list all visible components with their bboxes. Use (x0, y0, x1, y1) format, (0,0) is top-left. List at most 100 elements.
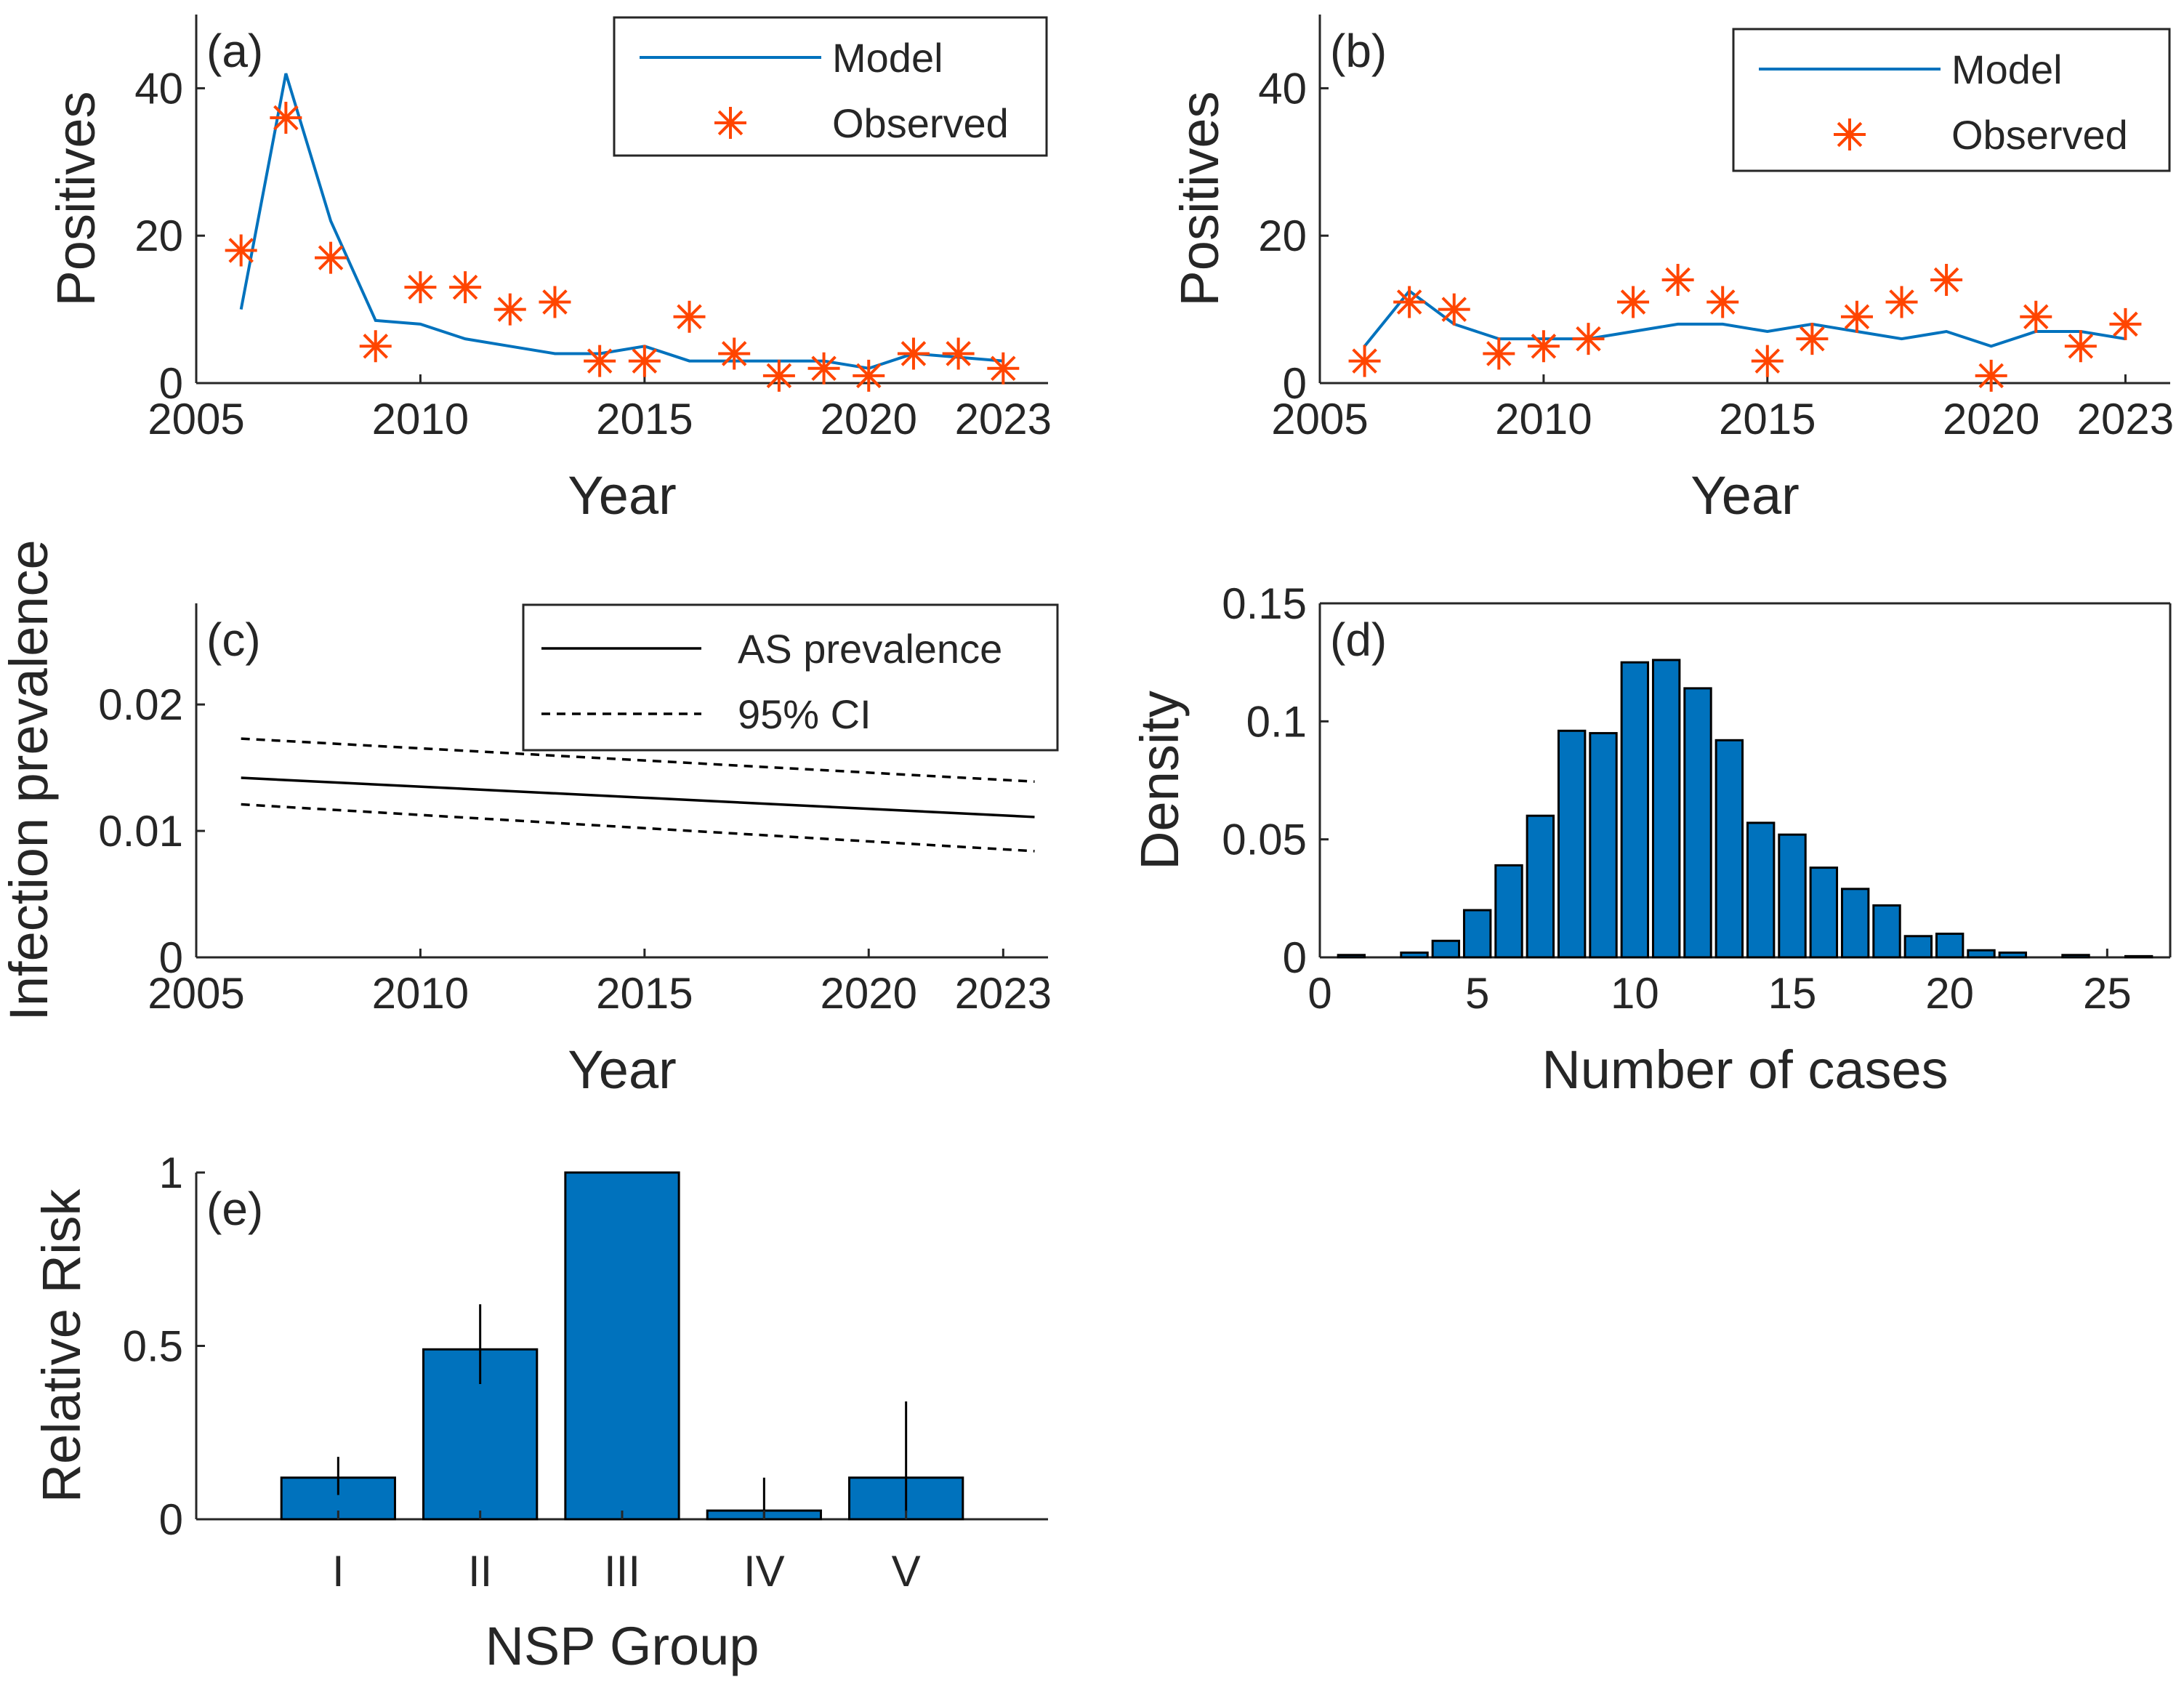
x-tick-label: 2010 (372, 395, 469, 443)
x-tick-label: 2020 (821, 969, 917, 1018)
observed-point-stroke (900, 341, 927, 366)
observed-point (762, 359, 795, 392)
observed-point (1840, 300, 1873, 333)
panel-a: 2005 2010 2015 2020 2023 0 20 40 Year Positives (a… (46, 15, 1052, 526)
observed-point-stroke (717, 110, 744, 136)
x-tick-label: 2005 (148, 395, 244, 443)
histogram-bar (1840, 888, 1870, 959)
histogram-bar (1935, 933, 1965, 959)
observed-point-stroke (1531, 334, 1557, 359)
observed-point (1348, 345, 1381, 377)
x-tick-label: II (468, 1547, 492, 1596)
histogram-bar (1778, 833, 1807, 959)
observed-point (1930, 264, 1963, 297)
histogram-bar (1998, 952, 2028, 959)
observed-point (404, 271, 437, 304)
observed-point-stroke (1889, 289, 1914, 315)
panel-d: 0 5 10 15 20 25 0 0.05 0.1 0.15 Number of cases Den… (1129, 579, 2172, 1100)
observed-point-stroke (1352, 348, 1377, 374)
histogram-bar (1526, 814, 1555, 959)
observed-point (1617, 286, 1650, 318)
observed-point-stroke (1978, 363, 2004, 389)
legend-model-label: Model (832, 35, 943, 81)
observed-point-stroke (542, 289, 568, 315)
observed-point (1527, 330, 1560, 363)
x-axis-label: Number of cases (1542, 1039, 1948, 1100)
observed-point-stroke (766, 363, 792, 389)
y-tick-label: 0.01 (98, 807, 183, 856)
observed-point (807, 352, 840, 385)
observed-point (718, 337, 751, 370)
histogram-bar (1494, 864, 1523, 959)
x-tick-label: 2010 (372, 969, 469, 1018)
observed-point-stroke (1486, 341, 1512, 366)
observed-point-stroke (2023, 304, 2049, 329)
y-tick-label: 0 (159, 933, 183, 982)
legend-model-label: Model (1951, 47, 2063, 92)
x-axis-label: NSP Group (485, 1616, 759, 1676)
observed-point-stroke (363, 334, 388, 359)
histogram-bar (1683, 687, 1712, 959)
observed-point-stroke (946, 341, 971, 366)
y-tick-label: 0.15 (1222, 579, 1307, 628)
panel-label: (b) (1330, 25, 1387, 77)
histogram-bar (1651, 659, 1681, 959)
histogram-bar (1809, 866, 1839, 959)
observed-point (584, 345, 616, 377)
observed-point (714, 107, 746, 139)
panel-label: (e) (206, 1183, 263, 1235)
observed-point-stroke (1837, 121, 1863, 148)
x-tick-label: 2020 (1943, 395, 2039, 443)
panel-b: 2005 2010 2015 2020 2023 0 20 40 Year Positives (b… (1169, 15, 2174, 526)
panel-c: 2005 2010 2015 2020 2023 0 0.01 0.02 Year Infecti… (0, 539, 1059, 1100)
histogram-bar (1714, 739, 1744, 959)
x-tick-label: 2015 (596, 395, 693, 443)
legend-observed-label: Observed (832, 100, 1009, 146)
histogram-bar (1400, 952, 1429, 959)
observed-point-stroke (273, 105, 299, 131)
observed-point-stroke (721, 341, 747, 366)
observed-point (628, 345, 661, 377)
observed-point (2109, 307, 2142, 340)
observed-point (942, 337, 975, 370)
observed-point (1438, 293, 1470, 326)
histogram-bar (1431, 939, 1461, 959)
x-tick-label: 2023 (955, 969, 1052, 1018)
legend-prevalence-label: AS prevalence (738, 626, 1002, 672)
x-tick-label: 2015 (596, 969, 693, 1018)
observed-point (449, 271, 482, 304)
y-tick-label: 0.05 (1222, 816, 1307, 864)
histogram-bar (1337, 954, 1366, 959)
observed-point-stroke (497, 297, 523, 322)
model-line (1363, 289, 2126, 348)
x-tick-label: 25 (2083, 969, 2132, 1018)
observed-point-stroke (632, 348, 658, 374)
observed-point (853, 359, 885, 392)
x-axis-label: Year (568, 465, 677, 526)
x-tick-label: IV (744, 1547, 785, 1596)
observed-point (1975, 359, 2007, 392)
histogram-bar (1589, 732, 1618, 959)
observed-point-stroke (1800, 326, 1825, 352)
observed-point (539, 286, 571, 318)
observed-point-stroke (1933, 267, 1959, 293)
y-tick-label: 40 (134, 64, 183, 113)
observed-point (673, 300, 706, 333)
y-tick-label: 20 (134, 212, 183, 260)
y-tick-label: 0 (159, 359, 183, 408)
observed-point (1885, 286, 1918, 318)
histogram-bar (1462, 909, 1492, 959)
observed-point (1706, 286, 1739, 318)
histogram-bar (2124, 954, 2153, 959)
observed-point-stroke (856, 363, 882, 389)
observed-point (2064, 330, 2097, 363)
x-tick-label: 20 (1925, 969, 1974, 1018)
y-tick-label: 0 (1283, 933, 1307, 982)
observed-point (2020, 300, 2052, 333)
ci-line (241, 737, 1035, 783)
observed-point-stroke (677, 304, 702, 329)
y-axis-label: Relative Risk (31, 1189, 92, 1503)
x-tick-label: 2010 (1495, 395, 1592, 443)
